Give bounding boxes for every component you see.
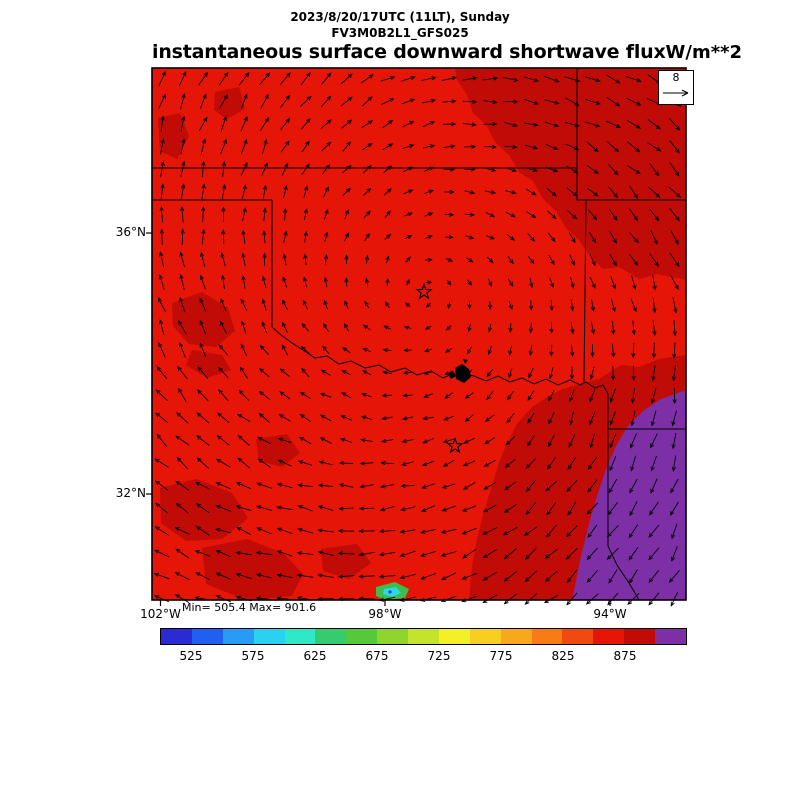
flux-region-dark xyxy=(321,544,371,579)
colorbar-segment xyxy=(222,629,254,644)
colorbar-segment xyxy=(593,629,625,644)
flux-region-dark xyxy=(160,479,248,541)
colorbar-segment xyxy=(315,629,347,644)
wind-vectors xyxy=(153,70,682,607)
lat-tick-label: 36°N xyxy=(115,225,146,240)
colorbar-segment xyxy=(253,629,285,644)
lake xyxy=(455,364,471,383)
colorbar-tick-label: 725 xyxy=(427,649,451,663)
state-boundary xyxy=(271,326,587,386)
colorbar-tick-label: 875 xyxy=(613,649,637,663)
colorbar-tick-label: 675 xyxy=(365,649,389,663)
lake xyxy=(463,359,468,364)
flux-region-dark xyxy=(214,87,245,119)
wind-reference-value: 8 xyxy=(672,71,680,84)
colorbar-segment xyxy=(562,629,594,644)
valid-time: 2023/8/20/17UTC (11LT), Sunday xyxy=(290,10,510,24)
plot-title: instantaneous surface downward shortwave… xyxy=(152,41,666,63)
colorbar-segment xyxy=(377,629,408,644)
colorbar-segment xyxy=(346,629,378,644)
title-row: instantaneous surface downward shortwave… xyxy=(152,41,742,63)
state-boundary xyxy=(583,199,587,383)
flux-region-dark xyxy=(158,113,189,159)
flux-region-dark xyxy=(172,292,235,347)
colorbar-segment xyxy=(531,629,563,644)
city-star-marker xyxy=(446,436,464,454)
lon-tick-label: 102°W xyxy=(140,607,181,621)
plot-units: W/m**2 xyxy=(665,42,743,63)
colorbar-tick-label: 825 xyxy=(551,649,575,663)
colorbar-segment xyxy=(500,629,532,644)
colorbar-tick-label: 625 xyxy=(303,649,327,663)
colorbar-segment xyxy=(438,629,470,644)
colorbar xyxy=(160,628,687,645)
flux-region-dark xyxy=(202,539,303,600)
wind-reference-arrow-icon xyxy=(663,89,689,97)
lake xyxy=(448,371,456,379)
colorbar-segment xyxy=(284,629,316,644)
minmax-stats: Min= 505.4 Max= 901.6 xyxy=(182,601,317,614)
colorbar-segment xyxy=(161,629,192,644)
map-border xyxy=(151,67,687,601)
colorbar-segment xyxy=(624,629,655,644)
colorbar-tick-label: 575 xyxy=(241,649,265,663)
map-canvas xyxy=(146,67,687,607)
flux-region-min-dot xyxy=(388,590,392,594)
wind-reference-box: 8 xyxy=(658,70,694,105)
lat-tick-label: 32°N xyxy=(115,486,146,501)
colorbar-segment xyxy=(655,629,686,644)
flux-region-low-inner xyxy=(383,587,401,597)
flux-region-purple xyxy=(572,390,686,600)
model-name: FV3M0B2L1_GFS025 xyxy=(331,26,469,40)
colorbar-tick-label: 525 xyxy=(179,649,203,663)
colorbar-segment xyxy=(191,629,223,644)
state-boundary xyxy=(585,381,640,601)
lon-tick-label: 94°W xyxy=(593,607,627,621)
colorbar-segment xyxy=(469,629,501,644)
colorbar-tick-label: 775 xyxy=(489,649,513,663)
colorbar-segment xyxy=(408,629,439,644)
city-star-marker xyxy=(415,282,433,300)
lon-tick-label: 98°W xyxy=(368,607,402,621)
